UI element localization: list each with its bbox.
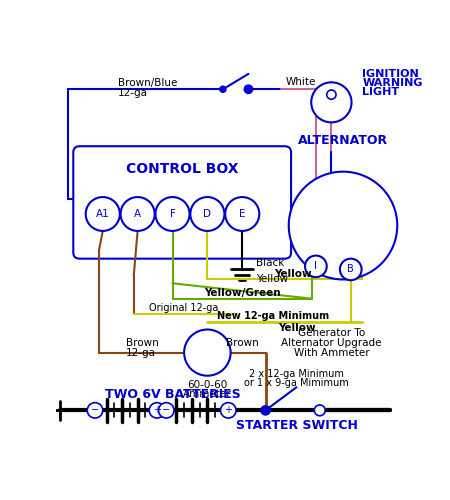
Text: +: + (153, 406, 161, 415)
Circle shape (305, 256, 327, 277)
Circle shape (155, 197, 189, 231)
Text: A1: A1 (96, 209, 110, 219)
FancyBboxPatch shape (73, 146, 291, 258)
Circle shape (220, 86, 226, 92)
Text: White: White (285, 76, 315, 86)
Text: F: F (170, 209, 176, 219)
Text: or 1 x 9-ga Mimimum: or 1 x 9-ga Mimimum (244, 378, 349, 388)
Text: Yellow: Yellow (274, 269, 311, 279)
Text: Yellow: Yellow (278, 323, 315, 333)
Text: CONTROL BOX: CONTROL BOX (126, 162, 238, 176)
Circle shape (327, 90, 336, 100)
Text: Brown: Brown (226, 338, 259, 348)
Text: Ammeter: Ammeter (183, 389, 232, 399)
Circle shape (86, 197, 120, 231)
Circle shape (87, 402, 103, 418)
Text: TWO 6V BATTERIES: TWO 6V BATTERIES (104, 388, 240, 402)
Circle shape (246, 86, 251, 92)
Text: With Ammeter: With Ammeter (293, 348, 369, 358)
Text: −: − (91, 406, 99, 415)
Circle shape (311, 82, 351, 122)
Text: LIGHT: LIGHT (362, 88, 400, 98)
Text: −: − (162, 406, 171, 415)
Text: +: + (224, 406, 232, 415)
Text: Brown/Blue: Brown/Blue (118, 78, 178, 88)
Circle shape (184, 330, 230, 376)
Circle shape (220, 402, 236, 418)
Text: D: D (203, 209, 212, 219)
Text: New 12-ga Minimum: New 12-ga Minimum (217, 312, 329, 322)
Text: STARTER SWITCH: STARTER SWITCH (235, 419, 357, 432)
Text: Generator To: Generator To (298, 328, 365, 338)
Circle shape (190, 197, 225, 231)
Text: Original 12-ga: Original 12-ga (149, 303, 219, 313)
Text: A: A (134, 209, 141, 219)
Text: Yellow: Yellow (256, 274, 288, 284)
Text: 12-ga: 12-ga (126, 348, 156, 358)
Circle shape (225, 197, 259, 231)
Circle shape (340, 258, 362, 280)
Text: 12-ga: 12-ga (118, 88, 148, 98)
Text: B: B (347, 264, 354, 274)
Circle shape (245, 86, 252, 93)
Circle shape (289, 172, 397, 280)
Text: Alternator Upgrade: Alternator Upgrade (281, 338, 382, 348)
Circle shape (261, 406, 270, 415)
Text: WARNING: WARNING (362, 78, 423, 88)
Text: I: I (315, 262, 317, 272)
Text: 60-0-60: 60-0-60 (187, 380, 228, 390)
Circle shape (158, 402, 174, 418)
Circle shape (149, 402, 165, 418)
Text: ALTERNATOR: ALTERNATOR (298, 134, 388, 147)
Text: Black: Black (256, 258, 284, 268)
Text: IGNITION: IGNITION (362, 69, 419, 79)
Circle shape (121, 197, 155, 231)
Text: 2 x 12-ga Minimum: 2 x 12-ga Minimum (249, 369, 344, 379)
Text: Brown: Brown (126, 338, 159, 348)
Text: E: E (239, 209, 246, 219)
Text: Yellow/Green: Yellow/Green (204, 288, 280, 298)
Circle shape (314, 405, 325, 415)
